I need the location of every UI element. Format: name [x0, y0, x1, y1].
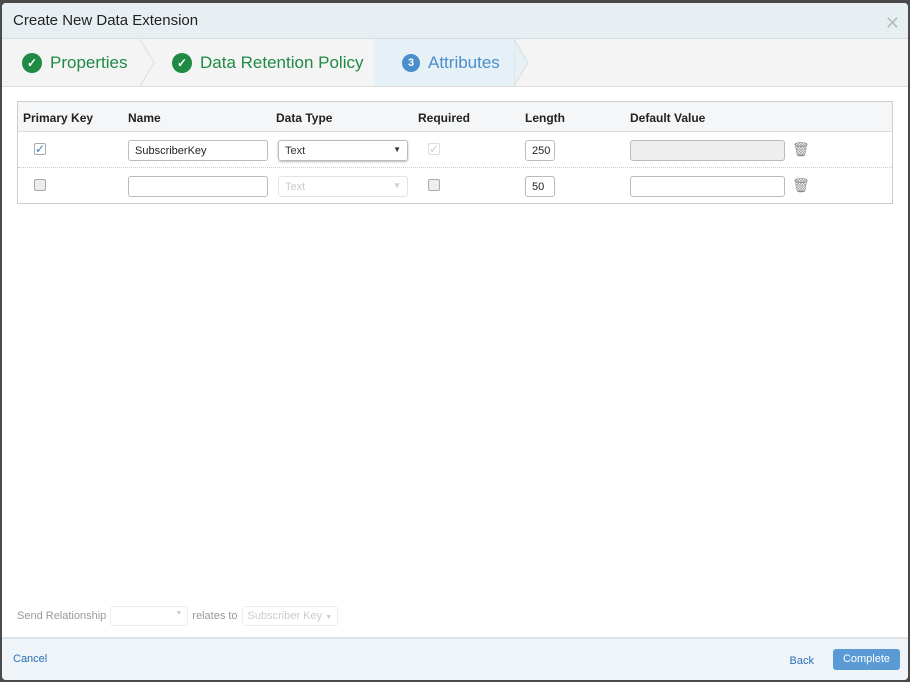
complete-button[interactable]: Complete	[833, 649, 900, 670]
close-icon[interactable]: ✕	[884, 13, 900, 33]
step-data-retention[interactable]: ✓ Data Retention Policy	[172, 39, 363, 86]
cancel-link[interactable]: Cancel	[13, 653, 48, 665]
table-row: Text ▼ 50 🗑	[18, 168, 892, 204]
check-icon: ✓	[22, 52, 42, 73]
header-required: Required	[418, 111, 471, 125]
step-attributes[interactable]: 3 Attributes	[374, 39, 514, 86]
trash-icon[interactable]: 🗑	[792, 141, 810, 157]
send-relationship-label: Send Relationship	[17, 610, 107, 622]
primary-key-checkbox[interactable]: ✓	[34, 142, 46, 156]
header-data-type: Data Type	[276, 111, 333, 125]
step-label: Data Retention Policy	[200, 52, 364, 72]
dialog-title: Create New Data Extension	[2, 3, 908, 39]
default-value-input	[630, 140, 785, 161]
length-input[interactable]: 50	[525, 176, 555, 197]
step-number: 3	[402, 53, 420, 72]
relates-to-value: Subscriber Key	[247, 610, 323, 622]
step-label: Attributes	[428, 52, 500, 72]
send-relationship: Send Relationship ▼ relates to Subscribe…	[17, 606, 339, 626]
wizard-steps: ✓ Properties ✓ Data Retention Policy 3 Attr…	[2, 39, 908, 87]
data-type-select: Text ▼	[278, 176, 408, 197]
caret-down-icon: ▼	[325, 614, 333, 621]
header-length: Length	[525, 111, 565, 125]
header-default-value: Default Value	[630, 111, 706, 125]
data-type-select[interactable]: Text ▼	[278, 140, 408, 161]
check-icon: ✓	[172, 52, 192, 73]
caret-down-icon: ▼	[393, 145, 401, 154]
required-checkbox: ✓	[428, 142, 440, 156]
header-primary-key: Primary Key	[23, 111, 94, 125]
caret-down-icon: ▼	[393, 181, 401, 190]
send-relationship-select: ▼	[110, 606, 189, 626]
primary-key-checkbox[interactable]	[34, 179, 46, 191]
data-type-value: Text	[285, 145, 306, 157]
step-label: Properties	[50, 52, 128, 72]
length-input[interactable]: 250	[525, 140, 555, 161]
name-input[interactable]: SubscriberKey	[128, 140, 268, 161]
relates-to-label: relates to	[192, 610, 238, 622]
header-name: Name	[128, 111, 161, 125]
default-value-input[interactable]	[630, 176, 785, 197]
name-input[interactable]	[128, 176, 268, 197]
relates-to-select: Subscriber Key ▼	[241, 606, 339, 626]
table-row: ✓ SubscriberKey Text ▼ ✓ 250 🗑	[18, 132, 892, 168]
data-type-value: Text	[285, 181, 306, 193]
back-link[interactable]: Back	[789, 655, 814, 667]
dialog-footer: Cancel Back Complete	[2, 637, 908, 680]
step-separator	[140, 39, 155, 86]
caret-down-icon: ▼	[175, 610, 183, 617]
dialog: Create New Data Extension ✕ ✓ Properties …	[2, 3, 908, 680]
table-header: Primary Key Name Data Type Required Leng…	[18, 102, 892, 132]
step-properties[interactable]: ✓ Properties	[22, 39, 127, 86]
step-separator	[514, 39, 529, 86]
trash-icon[interactable]: 🗑	[792, 177, 810, 193]
required-checkbox[interactable]	[428, 179, 440, 191]
attributes-table: Primary Key Name Data Type Required Leng…	[17, 101, 893, 204]
